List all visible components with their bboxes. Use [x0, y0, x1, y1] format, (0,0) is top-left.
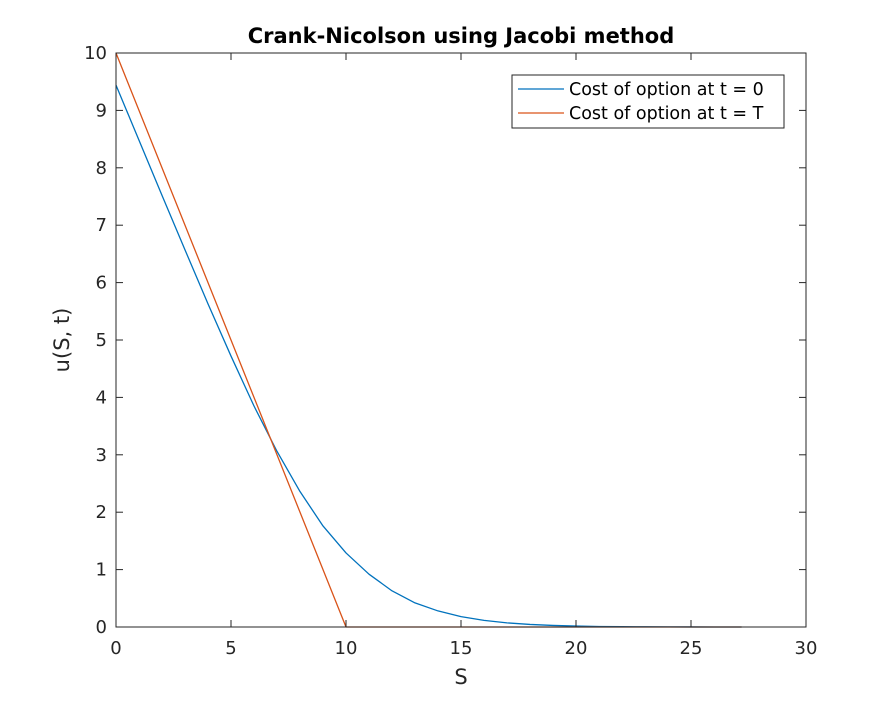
y-tick-label: 3	[96, 445, 107, 466]
x-tick-label: 15	[450, 638, 473, 659]
y-tick-label: 2	[96, 502, 107, 523]
x-tick-label: 0	[110, 638, 121, 659]
y-tick-label: 6	[96, 273, 107, 294]
y-tick-label: 1	[96, 560, 107, 581]
y-tick-label: 5	[96, 330, 107, 351]
x-tick-label: 20	[565, 638, 588, 659]
y-tick-label: 8	[96, 158, 107, 179]
legend-box	[511, 74, 785, 129]
y-tick-label: 4	[96, 387, 107, 408]
legend-label-series-2: Cost of option at t = T	[569, 104, 764, 124]
x-tick-label: 5	[225, 638, 236, 659]
x-axis-label: S	[454, 665, 467, 689]
ticks-layer: 0 5 10 15 20 25 30 0 1 2 3 4 5 6 7 8 9 10	[84, 43, 817, 659]
y-tick-label: 0	[96, 617, 107, 638]
chart-title: Crank-Nicolson using Jacobi method	[248, 24, 675, 48]
plot-background	[116, 53, 806, 627]
x-tick-label: 10	[335, 638, 358, 659]
y-axis-label: u(S, t)	[50, 308, 74, 373]
y-tick-label: 7	[96, 215, 107, 236]
y-tick-label: 9	[96, 100, 107, 121]
x-tick-label: 25	[680, 638, 703, 659]
legend-label-series-1: Cost of option at t = 0	[569, 80, 764, 100]
x-tick-label: 30	[795, 638, 818, 659]
legend: Cost of option at t = 0 Cost of option a…	[511, 74, 785, 129]
y-tick-label: 10	[84, 43, 107, 64]
